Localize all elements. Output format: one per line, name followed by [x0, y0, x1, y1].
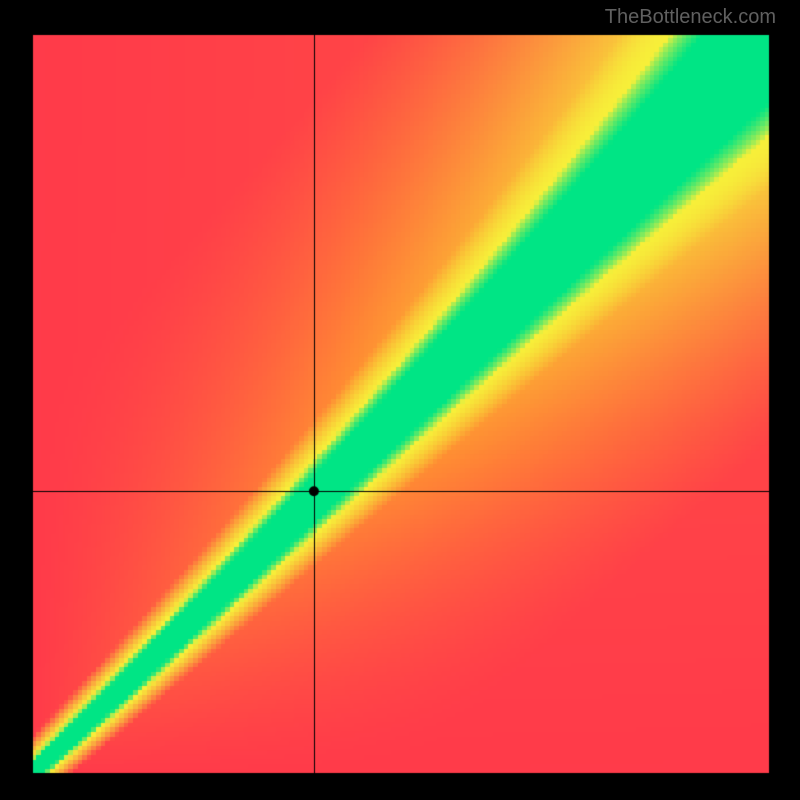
- chart-container: TheBottleneck.com: [0, 0, 800, 800]
- attribution-text: TheBottleneck.com: [605, 6, 776, 29]
- bottleneck-heatmap: [32, 34, 770, 774]
- heatmap-canvas: [32, 34, 770, 774]
